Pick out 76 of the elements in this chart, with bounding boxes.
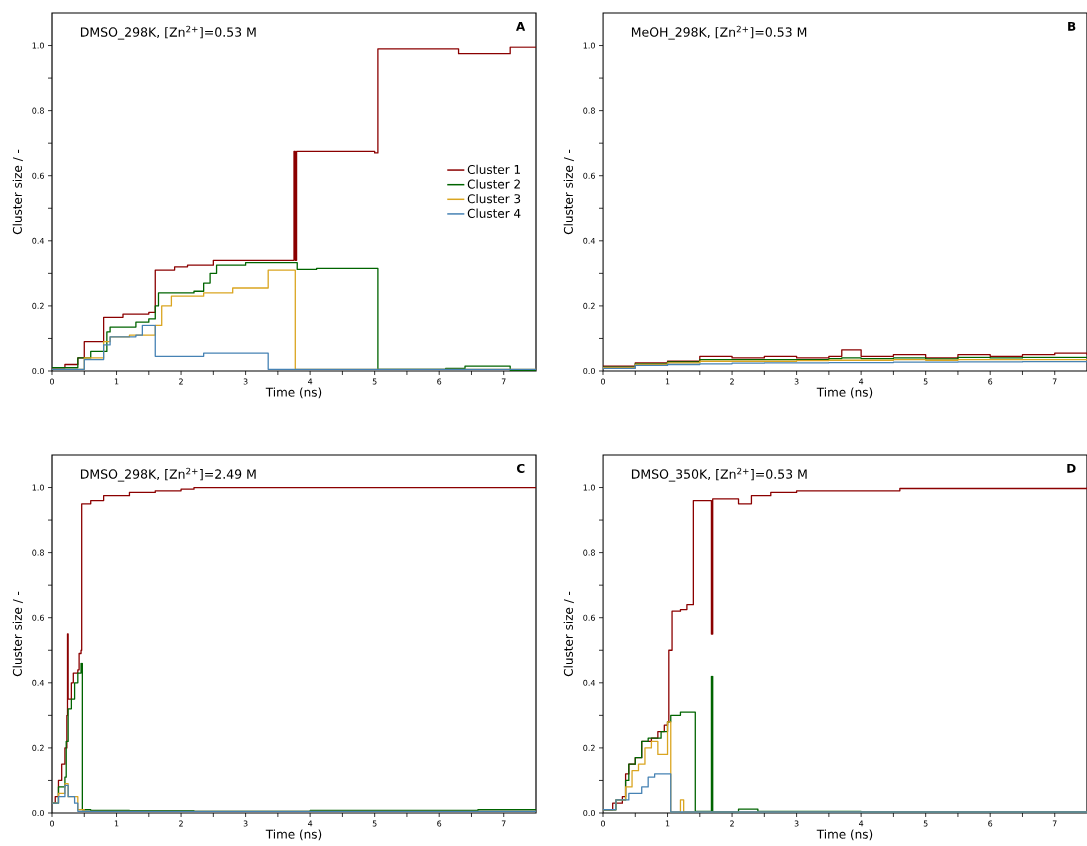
text: DMSO_350K, [Zn$^{2+}$]=0.53 M — [631, 467, 807, 482]
x-tick-label: 2 — [179, 378, 183, 385]
x-tick-label: 2 — [730, 820, 734, 827]
text: MeOH_298K, [Zn$^{2+}$]=0.53 M — [631, 25, 807, 40]
y-tick-label: 0.4 — [32, 237, 45, 244]
y-tick-label: 0.6 — [583, 172, 595, 179]
legend-label: Cluster 2 — [467, 179, 520, 189]
x-tick-label: 6 — [437, 378, 442, 385]
x-tick-label: 4 — [858, 820, 864, 827]
x-tick-label: 2 — [179, 820, 183, 827]
legend-label: Cluster 4 — [467, 208, 521, 218]
y-tick-label: 0.0 — [583, 367, 595, 375]
annotation: D — [1067, 463, 1076, 473]
y-tick-label: 1.0 — [32, 42, 44, 49]
x-axis-title: Time (ns) — [816, 829, 873, 841]
y-tick-label: 0.0 — [32, 809, 44, 817]
x-tick-label: 0 — [50, 378, 55, 385]
x-tick-label: 3 — [243, 820, 248, 827]
y-axis-title: Cluster size / - — [563, 149, 574, 235]
x-tick-label: 3 — [794, 378, 799, 385]
x-axis-title: Time (ns) — [816, 387, 873, 399]
y-tick-label: 0.2 — [583, 302, 595, 309]
y-tick-label: 0.6 — [32, 614, 44, 621]
y-tick-label: 0.4 — [583, 679, 596, 686]
x-tick-label: 1 — [665, 378, 670, 385]
x-tick-label: 2 — [730, 378, 734, 385]
x-tick-label: 5 — [923, 820, 928, 827]
x-tick-label: 1 — [114, 378, 119, 385]
x-tick-label: 0 — [600, 378, 606, 385]
x-tick-label: 6 — [437, 820, 442, 827]
x-axis-title: Time (ns) — [265, 829, 322, 841]
x-tick-label: 7 — [501, 378, 506, 385]
x-tick-label: 7 — [501, 820, 506, 827]
y-tick-label: 0.8 — [32, 549, 44, 556]
y-tick-label: 0.8 — [32, 107, 44, 114]
x-tick-label: 1 — [114, 820, 119, 827]
x-axis-title: Time (ns) — [265, 387, 322, 399]
x-tick-label: 0 — [50, 820, 55, 827]
y-axis-title: Cluster size / - — [12, 591, 23, 677]
x-tick-label: 4 — [307, 820, 313, 827]
y-tick-label: 0.4 — [583, 237, 596, 244]
y-tick-label: 1.0 — [583, 42, 595, 49]
x-tick-label: 5 — [372, 378, 377, 385]
text: DMSO_298K, [Zn$^{2+}$]=2.49 M — [80, 467, 256, 482]
x-tick-label: 4 — [858, 378, 864, 385]
annotation: A — [515, 21, 526, 31]
x-tick-label: 7 — [1052, 378, 1057, 385]
x-tick-label: 0 — [600, 820, 606, 827]
x-tick-label: 5 — [372, 820, 377, 827]
x-tick-label: 4 — [307, 378, 313, 385]
annotation: C — [517, 463, 525, 473]
x-tick-label: 7 — [1052, 820, 1057, 827]
y-tick-label: 0.2 — [32, 302, 44, 309]
x-tick-label: 1 — [665, 820, 670, 827]
y-tick-label: 0.2 — [583, 744, 595, 751]
y-tick-label: 1.0 — [583, 484, 595, 491]
y-tick-label: 0.2 — [32, 744, 44, 751]
y-tick-label: 0.8 — [583, 107, 595, 114]
y-tick-label: 0.4 — [32, 679, 45, 686]
x-tick-label: 3 — [243, 378, 248, 385]
x-tick-label: 5 — [923, 378, 928, 385]
y-tick-label: 1.0 — [32, 484, 44, 491]
legend-label: Cluster 1 — [467, 164, 520, 175]
y-axis-title: Cluster size / - — [12, 149, 23, 235]
y-axis-title: Cluster size / - — [563, 591, 574, 677]
x-tick-label: 6 — [988, 820, 993, 827]
y-tick-label: 0.8 — [583, 549, 595, 556]
legend-label: Cluster 3 — [467, 193, 521, 204]
y-tick-label: 0.0 — [32, 367, 44, 375]
y-tick-label: 0.0 — [583, 809, 595, 817]
x-tick-label: 3 — [794, 820, 799, 827]
x-tick-label: 6 — [988, 378, 993, 385]
text: DMSO_298K, [Zn$^{2+}$]=0.53 M — [80, 25, 256, 40]
y-tick-label: 0.6 — [583, 614, 595, 621]
y-tick-label: 0.6 — [32, 172, 44, 179]
annotation: B — [1068, 21, 1076, 31]
